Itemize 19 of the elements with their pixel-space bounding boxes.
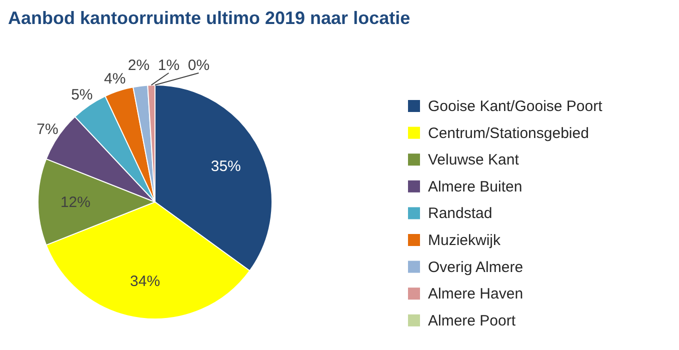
- data-label: 2%: [128, 57, 150, 74]
- legend-label: Centrum/Stationsgebied: [428, 124, 589, 142]
- legend-label: Gooise Kant/Gooise Poort: [428, 98, 604, 115]
- data-label: 5%: [71, 86, 93, 104]
- text: 0%: [188, 57, 210, 74]
- legend-label: Muziekwijk: [428, 232, 502, 249]
- legend-label: Randstad: [428, 205, 492, 222]
- data-label: 35%: [210, 158, 241, 175]
- legend-label: Almere Haven: [428, 286, 524, 303]
- legend-label: Almere Poort: [428, 312, 516, 330]
- data-label: 1%: [158, 57, 180, 74]
- chart-title: Aanbod kantoorruimte ultimo 2019 naar locatie: [8, 8, 410, 28]
- legend-label: Almere Buiten: [428, 178, 522, 196]
- data-label: 7%: [36, 120, 58, 138]
- legend-label: Veluwse Kant: [428, 152, 520, 169]
- data-label: 12%: [60, 194, 90, 211]
- data-label: 4%: [104, 70, 126, 88]
- legend-label: Overig Almere: [428, 258, 524, 276]
- data-label: 34%: [130, 272, 160, 290]
